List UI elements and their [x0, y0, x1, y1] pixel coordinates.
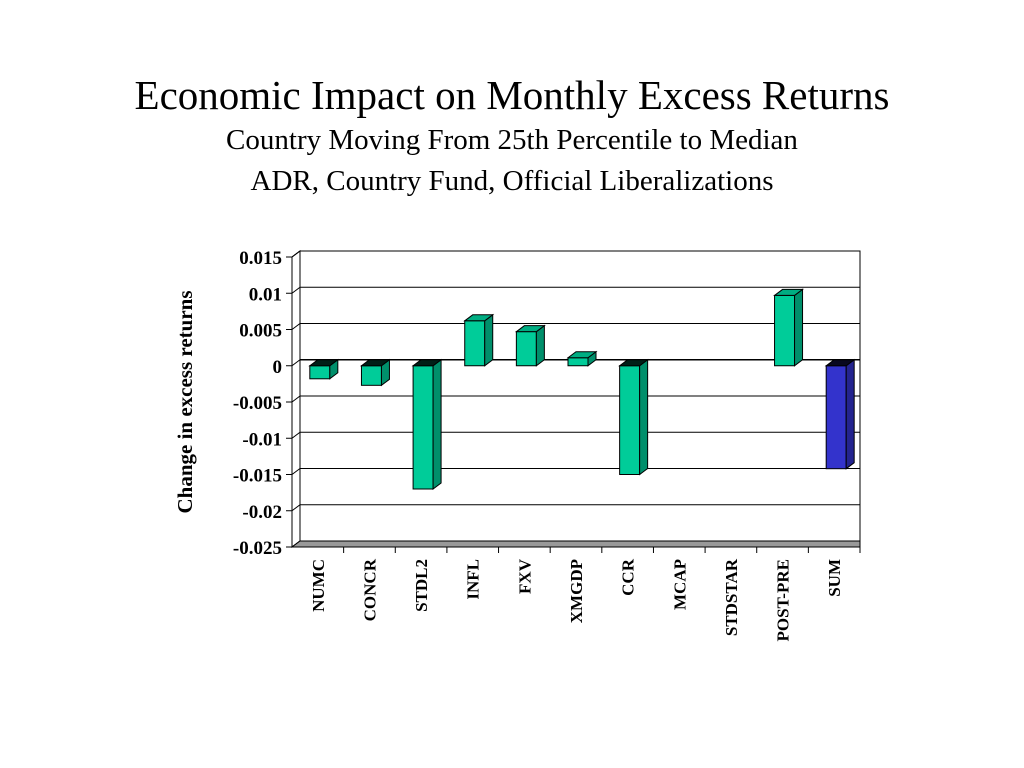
y-tick-label: 0.005 — [239, 321, 282, 342]
bar-top-fxv — [514, 325, 546, 333]
y-tick-label: -0.005 — [233, 393, 282, 414]
x-tick-label: XMGDP — [567, 559, 586, 623]
page-title: Economic Impact on Monthly Excess Return… — [134, 72, 890, 118]
x-tick-label: MCAP — [670, 559, 689, 610]
gridline-side — [291, 286, 301, 294]
x-tick-label: INFL — [464, 559, 483, 600]
bar-infl — [464, 320, 486, 367]
x-tick-label: CONCR — [360, 558, 379, 621]
gridline-side — [291, 323, 301, 330]
bar-side-sum — [845, 358, 855, 470]
bar-top-numc — [308, 359, 340, 367]
bar-ccr — [619, 365, 641, 475]
gridline-side — [291, 359, 301, 367]
x-tick-label: POST-PRE — [774, 559, 793, 642]
y-tick-label: -0.015 — [233, 466, 282, 487]
gridline-side — [291, 504, 301, 512]
x-tick-label: STDSTAR — [722, 558, 741, 636]
page-subtitle-1: Country Moving From 25th Percentile to M… — [226, 124, 798, 156]
bar-concr — [360, 365, 382, 386]
bar-side-stdl2 — [432, 358, 442, 490]
bar-numc — [309, 365, 331, 380]
bar-side-ccr — [639, 358, 649, 476]
x-tick-label: NUMC — [309, 559, 328, 612]
bar-sum — [825, 365, 847, 470]
y-tick-label: 0.015 — [239, 248, 282, 269]
page-subtitle-2: ADR, Country Fund, Official Liberalizati… — [250, 165, 774, 197]
bar-top-concr — [359, 359, 391, 367]
bar-xmgdp — [567, 357, 589, 367]
y-axis-label: Change in excess returns — [173, 290, 197, 513]
gridline-side — [291, 468, 301, 475]
bar-top-ccr — [618, 359, 650, 367]
gridline-side — [291, 431, 301, 439]
plot-floor — [290, 540, 861, 548]
x-tick-label: FXV — [515, 558, 534, 594]
bar-top-post-pre — [773, 288, 805, 296]
bar-fxv — [515, 331, 537, 367]
x-tick-label: STDL2 — [412, 559, 431, 612]
bar-top-stdl2 — [411, 359, 443, 367]
y-tick-label: -0.02 — [242, 502, 282, 523]
y-tick-label: -0.025 — [233, 538, 282, 559]
bar-side-fxv — [535, 324, 545, 367]
y-tick-label: -0.01 — [242, 429, 282, 450]
bar-post-pre — [774, 294, 796, 367]
x-tick-label: SUM — [825, 559, 844, 597]
y-tick-label: 0 — [273, 357, 283, 378]
bar-stdl2 — [412, 365, 434, 490]
bar-top-xmgdp — [566, 351, 598, 359]
gridline-side — [291, 395, 301, 403]
y-tick-label: 0.01 — [249, 284, 282, 305]
bar-top-sum — [824, 359, 856, 367]
bar-side-infl — [484, 313, 494, 367]
bar-top-infl — [463, 314, 495, 322]
title-block: Economic Impact on Monthly Excess Return… — [0, 70, 1024, 202]
bar-side-post-pre — [794, 288, 804, 367]
gridline-side — [291, 250, 301, 258]
x-tick-label: CCR — [619, 558, 638, 596]
